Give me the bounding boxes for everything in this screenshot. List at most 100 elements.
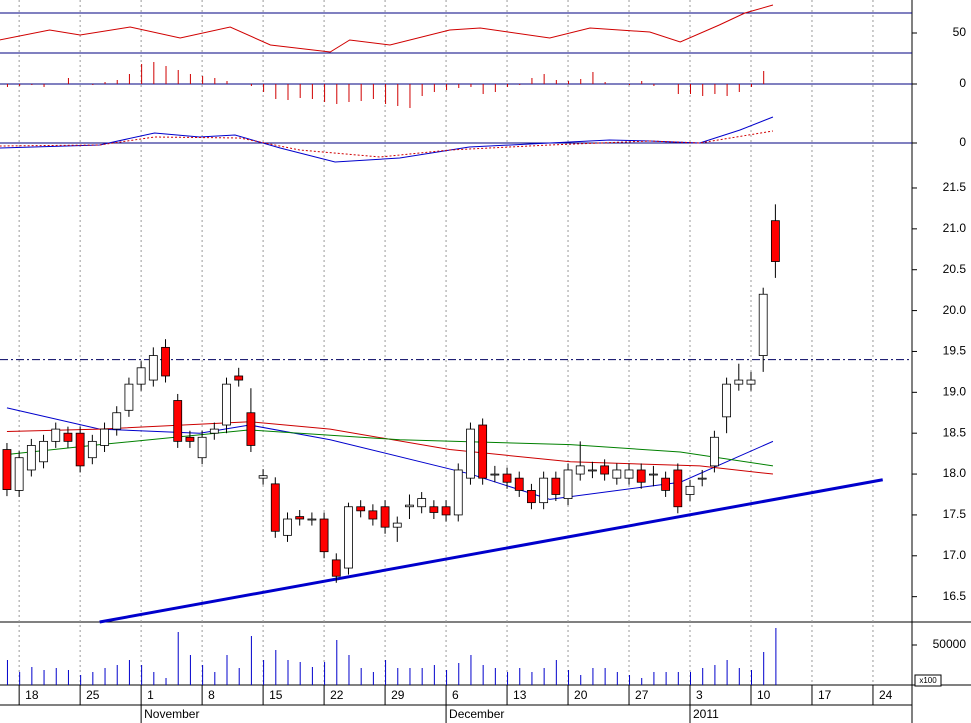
candle-body [307, 518, 317, 521]
candle-body [112, 412, 122, 430]
candle-body [63, 432, 73, 442]
x-tick-label: 27 [635, 688, 649, 702]
x-tick-label: 1 [147, 688, 154, 702]
candle-body [527, 490, 536, 504]
candle-body [539, 477, 549, 504]
candle-body [148, 355, 158, 381]
candle-body [51, 428, 61, 442]
candle-body [392, 522, 402, 528]
y-tick-label: 19.0 [943, 384, 967, 398]
candle-body [380, 506, 390, 528]
series-line [6, 407, 774, 500]
candle-body [185, 436, 195, 442]
candle-body [2, 449, 12, 490]
candle-body [136, 367, 146, 385]
y-tick-label: 0 [959, 135, 966, 149]
x-tick-label: 25 [86, 688, 100, 702]
candle-body [234, 375, 244, 381]
x-tick-label: 20 [574, 688, 588, 702]
candle-body [246, 412, 256, 446]
candle-body [575, 465, 585, 475]
unit-box [914, 674, 942, 687]
series-line [0, 4, 774, 53]
x-tick-label: 15 [269, 688, 283, 702]
x-tick-label: 6 [452, 688, 459, 702]
y-tick-label: 17.0 [943, 548, 967, 562]
candle-body [673, 469, 683, 508]
candle-body [344, 506, 353, 569]
y-tick-label: 20.5 [943, 262, 967, 276]
y-tick-label: 16.5 [943, 589, 967, 603]
candle-body [710, 436, 719, 467]
candle-body [429, 506, 439, 513]
candle-body [75, 432, 85, 467]
candle-body [331, 559, 341, 577]
candle-body [87, 440, 97, 459]
candle-body [636, 469, 646, 483]
y-tick-label: 17.5 [943, 507, 967, 521]
candle-body [734, 379, 744, 385]
y-tick-label: 21.0 [943, 221, 967, 235]
series-line [0, 130, 774, 158]
candle-body [161, 346, 170, 377]
candle-body [270, 483, 280, 532]
candle-body [39, 440, 48, 463]
candle-body [26, 445, 36, 471]
candle-body [600, 465, 610, 475]
y-tick-label: 50000 [933, 637, 967, 651]
y-tick-label: 19.5 [943, 344, 967, 358]
month-label: December [449, 707, 504, 721]
candle-body [612, 469, 622, 479]
candle-body [649, 473, 658, 476]
x-tick-label: 8 [208, 688, 215, 702]
candle-body [100, 428, 109, 446]
candle-body [478, 424, 488, 479]
candle-body [661, 477, 671, 491]
month-label: November [144, 707, 199, 721]
candle-body [490, 473, 500, 476]
candle-body [319, 518, 329, 553]
candle-body [563, 469, 573, 499]
candle-body [173, 400, 183, 442]
candle-body [124, 383, 134, 411]
candle-body [697, 477, 707, 480]
candle-body [770, 220, 780, 262]
candle-body [356, 506, 366, 512]
candle-body [466, 428, 475, 479]
candle-body [417, 498, 427, 508]
unit-label: x100 [919, 676, 937, 685]
candle-body [14, 457, 24, 491]
candle-body [258, 475, 268, 479]
candle-body [405, 504, 414, 508]
y-tick-label: 18.0 [943, 466, 967, 480]
candle-body [453, 469, 463, 516]
y-tick-label: 21.5 [943, 180, 967, 194]
candle-body [588, 469, 597, 472]
candle-body [197, 436, 207, 459]
series-line [6, 429, 774, 467]
candle-body [441, 506, 451, 516]
series-line [99, 478, 883, 624]
y-tick-label: 18.5 [943, 425, 967, 439]
candle-body [283, 518, 292, 536]
x-tick-label: 3 [696, 688, 703, 702]
x-tick-label: 24 [879, 688, 893, 702]
y-tick-label: 20.0 [943, 303, 967, 317]
x-tick-label: 17 [818, 688, 832, 702]
candle-body [746, 379, 756, 385]
series-line [0, 116, 774, 163]
candle-body [551, 477, 561, 495]
month-label: 2011 [693, 707, 719, 721]
candle-body [514, 477, 524, 491]
x-tick-label: 22 [330, 688, 344, 702]
candle-body [502, 473, 512, 483]
x-tick-label: 18 [25, 688, 39, 702]
y-tick-label: 0 [959, 76, 966, 90]
candle-body [758, 293, 768, 356]
candle-body [722, 383, 731, 418]
candle-body [295, 516, 305, 520]
x-tick-label: 10 [757, 688, 771, 702]
x-tick-label: 29 [391, 688, 405, 702]
candle-body [685, 485, 695, 495]
candle-body [222, 383, 231, 426]
